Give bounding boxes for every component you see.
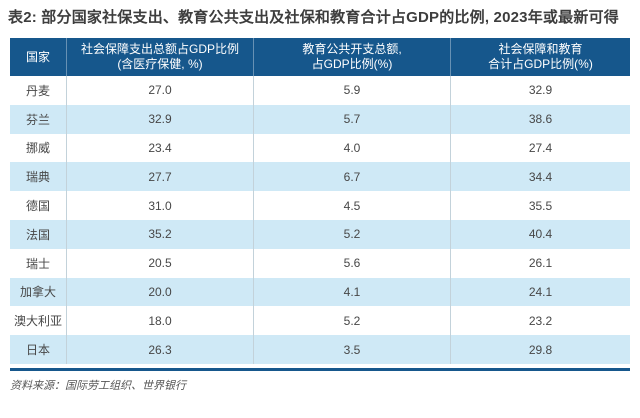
value-cell: 32.9 xyxy=(66,104,253,134)
value-cell: 4.1 xyxy=(253,277,450,307)
value-cell: 23.2 xyxy=(450,306,630,336)
page-title: 表2: 部分国家社保支出、教育公共支出及社保和教育合计占GDP的比例, 2023… xyxy=(8,9,619,26)
value-cell: 5.2 xyxy=(253,306,450,336)
value-cell: 6.7 xyxy=(253,162,450,192)
data-table: 国家 社会保障支出总额占GDP比例 (含医疗保健, %) 教育公共开支总额, 占… xyxy=(10,38,630,371)
value-cell: 5.6 xyxy=(253,248,450,278)
country-cell: 澳大利亚 xyxy=(13,314,62,329)
table-row: 法国 35.2 5.2 40.4 xyxy=(10,219,630,249)
table-row: 芬兰 32.9 5.7 38.6 xyxy=(10,104,630,134)
table-row: 德国 31.0 4.5 35.5 xyxy=(10,191,630,220)
value-cell: 35.5 xyxy=(450,191,630,220)
header-cell-combined: 社会保障和教育 合计占GDP比例(%) xyxy=(450,38,630,76)
value-cell: 35.2 xyxy=(66,219,253,249)
value-cell: 26.3 xyxy=(66,335,253,364)
table-body: 丹麦 27.0 5.9 32.9 芬兰 32.9 5.7 38.6 挪威 23.4 4.0 27.4 瑞… xyxy=(10,76,630,364)
value-cell: 4.5 xyxy=(253,191,450,220)
header-cell-social-security: 社会保障支出总额占GDP比例 (含医疗保健, %) xyxy=(66,38,253,76)
value-cell: 5.2 xyxy=(253,219,450,249)
value-cell: 26.1 xyxy=(450,248,630,278)
country-cell: 瑞士 xyxy=(25,256,50,271)
value-cell: 18.0 xyxy=(66,306,253,336)
table-row: 瑞士 20.5 5.6 26.1 xyxy=(10,248,630,278)
value-cell: 23.4 xyxy=(66,133,253,163)
value-cell: 40.4 xyxy=(450,219,630,249)
table-row: 瑞典 27.7 6.7 34.4 xyxy=(10,162,630,192)
table-row: 日本 26.3 3.5 29.8 xyxy=(10,335,630,364)
value-cell: 4.0 xyxy=(253,133,450,163)
value-cell: 38.6 xyxy=(450,104,630,134)
value-cell: 29.8 xyxy=(450,335,630,364)
header-cell-education: 教育公共开支总额, 占GDP比例(%) xyxy=(253,38,450,76)
value-cell: 27.7 xyxy=(66,162,253,192)
country-cell: 挪威 xyxy=(25,141,50,156)
country-cell: 瑞典 xyxy=(25,170,50,185)
value-cell: 24.1 xyxy=(450,277,630,307)
value-cell: 5.7 xyxy=(253,104,450,134)
value-cell: 20.5 xyxy=(66,248,253,278)
country-cell: 日本 xyxy=(25,343,50,358)
table-row: 挪威 23.4 4.0 27.4 xyxy=(10,133,630,163)
country-cell: 德国 xyxy=(25,199,50,214)
value-cell: 3.5 xyxy=(253,335,450,364)
header-cell-country: 国家 xyxy=(25,49,50,64)
value-cell: 31.0 xyxy=(66,191,253,220)
source-note: 资料来源：国际劳工组织、世界银行 xyxy=(10,379,186,392)
value-cell: 27.4 xyxy=(450,133,630,163)
country-cell: 芬兰 xyxy=(25,112,50,127)
value-cell: 34.4 xyxy=(450,162,630,192)
value-cell: 5.9 xyxy=(253,76,450,105)
value-cell: 32.9 xyxy=(450,76,630,105)
value-cell: 20.0 xyxy=(66,277,253,307)
country-cell: 加拿大 xyxy=(19,285,56,300)
value-cell: 27.0 xyxy=(66,76,253,105)
table-header-row: 国家 社会保障支出总额占GDP比例 (含医疗保健, %) 教育公共开支总额, 占… xyxy=(10,38,630,76)
table-row: 丹麦 27.0 5.9 32.9 xyxy=(10,76,630,105)
table-bottom-rule xyxy=(10,367,630,371)
table-row: 加拿大 20.0 4.1 24.1 xyxy=(10,277,630,307)
country-cell: 法国 xyxy=(25,227,50,242)
country-cell: 丹麦 xyxy=(25,83,50,98)
table-row: 澳大利亚 18.0 5.2 23.2 xyxy=(10,306,630,336)
